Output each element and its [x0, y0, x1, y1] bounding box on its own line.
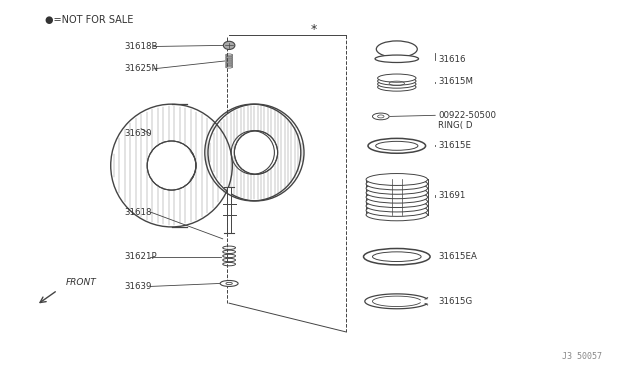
Text: 31618: 31618 [125, 208, 152, 217]
Ellipse shape [366, 191, 428, 203]
Ellipse shape [366, 209, 428, 221]
Ellipse shape [378, 77, 416, 85]
Text: FRONT: FRONT [66, 278, 97, 287]
Ellipse shape [378, 74, 416, 82]
Ellipse shape [378, 80, 416, 88]
Ellipse shape [375, 55, 419, 62]
Ellipse shape [376, 41, 417, 57]
Ellipse shape [368, 138, 426, 153]
Ellipse shape [378, 83, 416, 91]
Text: RING( D: RING( D [438, 121, 473, 130]
Text: 00922-50500: 00922-50500 [438, 111, 497, 120]
Ellipse shape [366, 187, 428, 199]
Text: 31616: 31616 [438, 55, 466, 64]
Ellipse shape [372, 113, 389, 120]
Ellipse shape [364, 248, 430, 265]
Text: *: * [310, 23, 317, 36]
Ellipse shape [366, 196, 428, 208]
Ellipse shape [366, 173, 428, 185]
Ellipse shape [366, 205, 428, 217]
Text: ●=NOT FOR SALE: ●=NOT FOR SALE [45, 16, 133, 25]
Ellipse shape [220, 280, 238, 286]
Text: 31615G: 31615G [438, 297, 473, 306]
Ellipse shape [234, 131, 278, 174]
Ellipse shape [366, 182, 428, 194]
FancyBboxPatch shape [227, 187, 231, 232]
Text: 31630: 31630 [125, 129, 152, 138]
Text: 31615M: 31615M [438, 77, 474, 86]
Text: 31625N: 31625N [125, 64, 159, 73]
Ellipse shape [366, 178, 428, 190]
Ellipse shape [372, 252, 421, 262]
Ellipse shape [236, 132, 276, 173]
Ellipse shape [208, 104, 304, 201]
Text: 31639: 31639 [125, 282, 152, 291]
Ellipse shape [376, 141, 418, 150]
Text: J3 50057: J3 50057 [562, 352, 602, 361]
Ellipse shape [366, 200, 428, 212]
Text: 31615E: 31615E [438, 141, 472, 150]
Text: 31691: 31691 [438, 191, 466, 200]
Text: 31615EA: 31615EA [438, 252, 477, 261]
Text: 31621P: 31621P [125, 252, 157, 261]
Text: 31618B: 31618B [125, 42, 158, 51]
Ellipse shape [148, 142, 195, 189]
Ellipse shape [223, 41, 235, 49]
